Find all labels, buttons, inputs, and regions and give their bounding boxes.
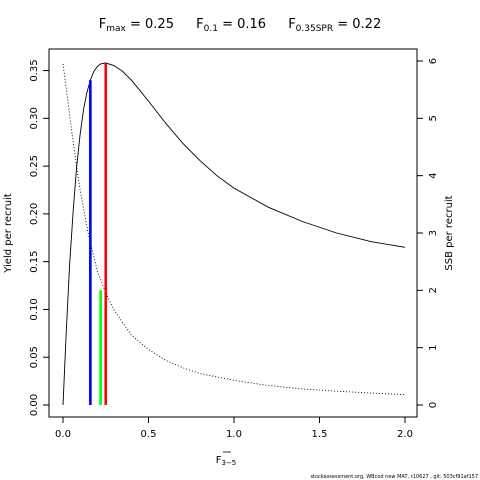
y-tick-label: 0.15	[29, 251, 40, 273]
footer-credit: stockassessment.org, WBcod new MAT, r106…	[310, 474, 478, 480]
y-axis-left: 0.00 0.05 0.10 0.15 0.20 0.25 0.30 0.35	[29, 59, 49, 416]
y-tick-label: 0.35	[29, 59, 40, 81]
y-tick-label: 0.05	[29, 346, 40, 368]
x-axis-title-sub: 3−5	[221, 459, 236, 467]
x-axis-title-main: F	[216, 455, 222, 466]
x-tick-label: 2.0	[397, 429, 413, 440]
y2-tick-label: 6	[428, 58, 439, 64]
y-tick-label: 0.25	[29, 155, 40, 177]
title-f01: F0.1 = 0.16	[196, 17, 270, 34]
y2-tick-label: 3	[428, 230, 439, 236]
x-axis: 0.0 0.5 1.0 1.5 2.0	[55, 417, 413, 440]
y2-tick-label: 2	[428, 287, 439, 293]
y2-tick-label: 5	[428, 115, 439, 121]
title-f035spr: F0.35SPR = 0.22	[288, 17, 381, 34]
y2-tick-label: 1	[428, 344, 439, 350]
y-tick-label: 0.20	[29, 203, 40, 225]
x-tick-label: 1.5	[312, 429, 328, 440]
y-tick-label: 0.00	[29, 394, 40, 416]
y-axis-right: 0 1 2 3 4 5 6	[417, 58, 439, 408]
ssb-per-recruit-line	[62, 63, 406, 396]
x-tick-label: 0.5	[141, 429, 157, 440]
y2-axis-title: SSB per recruit	[444, 195, 455, 270]
svg-text:F3−5: F3−5	[216, 455, 237, 467]
y-tick-label: 0.30	[29, 107, 40, 129]
y-tick-label: 0.10	[29, 298, 40, 320]
yield-per-recruit-line	[62, 62, 406, 406]
y2-tick-label: 4	[428, 172, 439, 178]
y2-tick-label: 0	[428, 402, 439, 408]
title-fmax: Fmax = 0.25	[99, 17, 178, 34]
x-axis-title: F3−5	[216, 451, 237, 467]
plot-frame	[48, 48, 418, 418]
y-axis-title: Yield per recruit	[3, 193, 14, 274]
chart-marks	[62, 62, 406, 406]
chart-title: Fmax = 0.25 F0.1 = 0.16 F0.35SPR = 0.22	[99, 17, 381, 34]
x-tick-label: 0.0	[55, 429, 71, 440]
x-tick-label: 1.0	[226, 429, 242, 440]
